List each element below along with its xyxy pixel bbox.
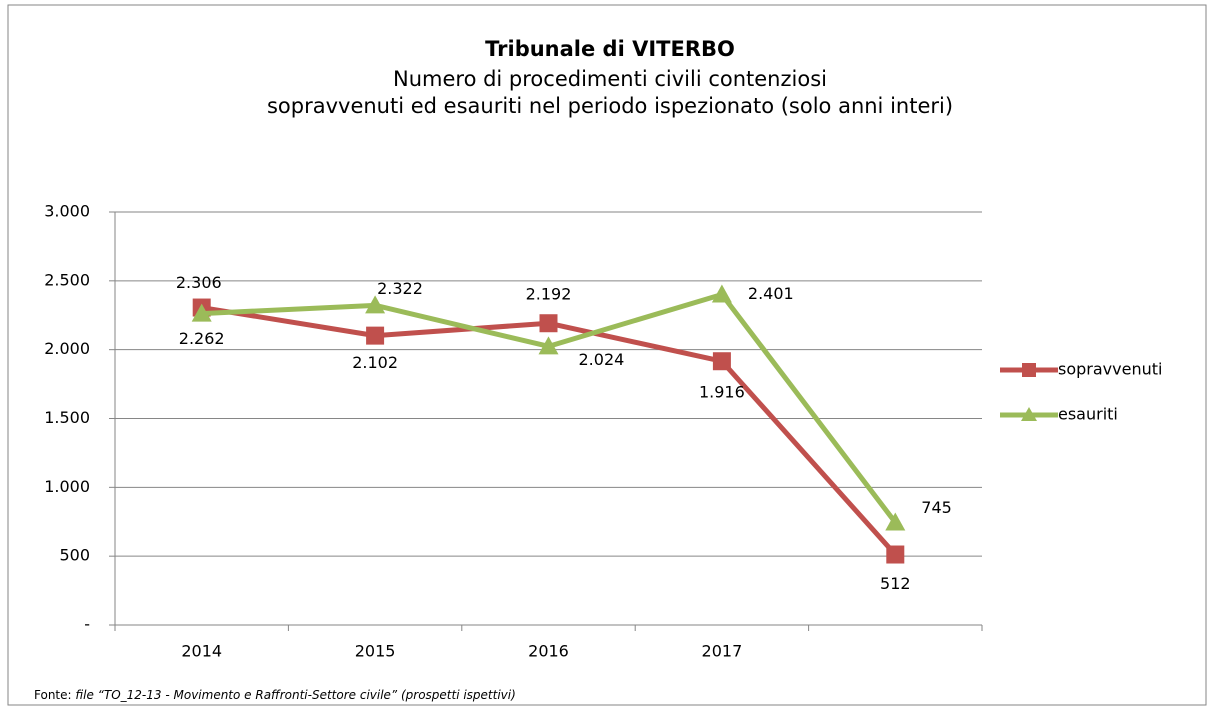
source: file “TO_12-13 - Movimento e Raffronti-S… (75, 688, 515, 702)
y-tick-label: 1.000 (44, 477, 90, 496)
x-tick-label: 2015 (355, 642, 396, 661)
chart-frame (7, 4, 1207, 706)
legend-marker (1021, 407, 1037, 421)
data-label: 1.916 (699, 383, 745, 402)
data-label: 2.401 (748, 284, 794, 303)
data-label: 2.322 (377, 279, 423, 298)
data-label: 2.262 (179, 329, 225, 348)
x-tick-label: 2016 (528, 642, 569, 661)
legend-label: sopravvenuti (1058, 360, 1162, 379)
marker (365, 295, 386, 314)
source-prefix: Fonte: (34, 688, 72, 702)
marker (712, 352, 731, 371)
marker (711, 284, 732, 303)
data-label: 2.306 (176, 273, 222, 292)
chart-title: Tribunale di VITERBO (485, 37, 735, 61)
marker (539, 314, 558, 333)
y-tick-label: - (84, 615, 90, 634)
x-tick-label: 2017 (702, 642, 743, 661)
data-label: 512 (880, 574, 911, 593)
marker (191, 303, 212, 322)
y-tick-label: 3.000 (44, 202, 90, 221)
data-label: 745 (921, 498, 952, 517)
legend-marker (1022, 363, 1036, 377)
data-label: 2.024 (579, 350, 625, 369)
marker (885, 512, 906, 531)
source-note: Fonte: file “TO_12-13 - Movimento e Raff… (34, 688, 516, 702)
y-tick-label: 2.500 (44, 270, 90, 289)
x-tick-label: 2014 (181, 642, 222, 661)
y-tick-label: 500 (59, 546, 90, 565)
data-label: 2.102 (352, 353, 398, 372)
marker (366, 326, 385, 345)
chart-subtitle: Numero di procedimenti civili contenzios… (393, 67, 827, 91)
marker (886, 545, 905, 564)
data-label: 2.192 (526, 285, 572, 304)
marker (538, 336, 559, 355)
y-tick-label: 1.500 (44, 408, 90, 427)
y-tick-label: 2.000 (44, 339, 90, 358)
chart-subtitle: sopravvenuti ed esauriti nel periodo isp… (267, 94, 953, 118)
legend-label: esauriti (1058, 405, 1118, 424)
